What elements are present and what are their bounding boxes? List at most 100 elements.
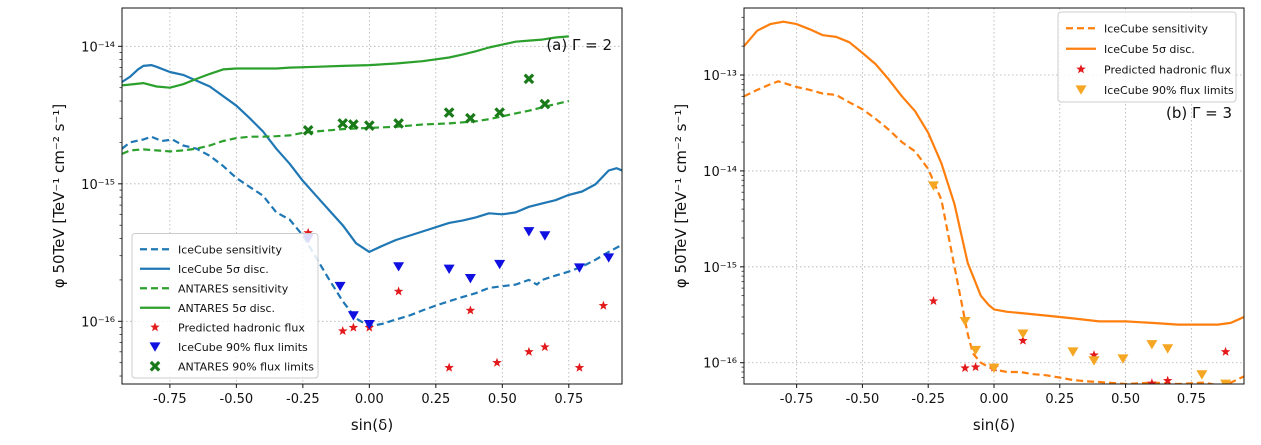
data-point-predicted-hadronic-flux (970, 362, 981, 372)
legend-label-icecube-sensitivity: IceCube sensitivity (1104, 22, 1208, 35)
legend-label-antares-5-disc: ANTARES 5σ disc. (178, 302, 275, 315)
data-point-icecube-90-flux-limits (1088, 356, 1100, 366)
data-point-predicted-hadronic-flux (928, 296, 939, 306)
legend-label-predicted-hadronic-flux: Predicted hadronic flux (1104, 63, 1231, 76)
y-tick-label: 10⁻¹³ (703, 69, 737, 84)
series-line-icecube-5-disc (744, 20, 1244, 326)
data-point-predicted-hadronic-flux (574, 362, 585, 372)
legend-swatch-antares-90-flux-limits (149, 360, 161, 372)
data-point-icecube-90-flux-limits (573, 263, 585, 273)
legend-label-icecube-90-flux-limits: IceCube 90% flux limits (178, 341, 308, 354)
data-point-icecube-90-flux-limits (1146, 340, 1158, 350)
data-point-icecube-90-flux-limits (927, 181, 939, 191)
marker-set-icecube-90-flux-limits (927, 181, 1232, 384)
data-point-predicted-hadronic-flux (1018, 335, 1028, 345)
data-point-predicted-hadronic-flux (303, 227, 313, 237)
data-point-predicted-hadronic-flux (492, 357, 502, 367)
data-point-icecube-90-flux-limits (523, 227, 535, 237)
legend-swatch-predicted-hadronic-flux (1076, 64, 1086, 74)
data-point-icecube-90-flux-limits (347, 311, 359, 321)
x-tick-label: 0.00 (980, 392, 1009, 407)
data-point-predicted-hadronic-flux (1089, 350, 1099, 360)
data-point-icecube-90-flux-limits (1017, 329, 1029, 339)
legend-label-icecube-5-disc: IceCube 5σ disc. (1104, 43, 1195, 56)
data-point-icecube-90-flux-limits (334, 281, 346, 292)
legend-swatch-icecube-90-flux-limits (1075, 85, 1087, 95)
panel-a-x-axis-label: sin(δ) (351, 416, 393, 434)
data-point-predicted-hadronic-flux (348, 322, 359, 332)
data-point-antares-90-flux-limits (465, 112, 476, 124)
legend-box (1057, 11, 1237, 103)
panel-a-annotation: (a) Γ = 2 (546, 36, 612, 54)
data-point-predicted-hadronic-flux (1147, 378, 1157, 384)
panel-b-legend: IceCube sensitivity IceCube 5σ disc. Predi… (1057, 11, 1237, 103)
data-point-antares-90-flux-limits (337, 118, 349, 129)
legend-swatch-predicted-hadronic-flux (150, 322, 160, 332)
data-point-predicted-hadronic-flux (1220, 346, 1231, 356)
panel-a: -0.75 -0.50 -0.25 0.00 0.25 0.50 0.7510⁻¹⁶10⁻¹… (50, 7, 623, 434)
panel-b: -0.75 -0.50 -0.25 0.00 0.25 0.50 0.75 10⁻¹⁶ 10⁻¹… (672, 7, 1245, 434)
data-point-antares-90-flux-limits-stroke-b (465, 112, 476, 124)
data-point-antares-90-flux-limits (348, 119, 359, 130)
data-point-predicted-hadronic-flux (1162, 375, 1173, 384)
x-tick-label: 0.75 (1177, 392, 1206, 407)
panel-b-annotation: (b) Γ = 3 (1166, 104, 1232, 122)
legend-swatch-antares-90-flux-limits-stroke-b (149, 360, 161, 372)
data-point-icecube-90-flux-limits (1117, 354, 1129, 364)
panel-a-legend: IceCube sensitivity IceCube 5σ disc. ANTAR… (131, 233, 319, 379)
marker-set-icecube-90-flux-limits (302, 227, 615, 330)
panel-a-x-ticks: -0.75 -0.50 -0.25 0.00 0.25 0.50 0.75 (153, 384, 583, 407)
data-point-antares-90-flux-limits (539, 98, 551, 110)
x-tick-label: -0.75 (780, 392, 814, 407)
data-point-predicted-hadronic-flux (598, 300, 609, 310)
legend-label-icecube-sensitivity: IceCube sensitivity (178, 243, 282, 256)
x-tick-label: -0.50 (846, 392, 880, 407)
legend-label-antares-sensitivity: ANTARES sensitivity (178, 282, 289, 295)
panel-a-frame (121, 7, 623, 385)
x-tick-label: -0.25 (911, 392, 945, 407)
data-point-antares-90-flux-limits (364, 120, 375, 131)
data-point-icecube-90-flux-limits (1067, 347, 1079, 357)
data-point-antares-90-flux-limits-stroke-b (539, 98, 551, 110)
data-point-antares-90-flux-limits (443, 107, 455, 118)
series-line-antares-sensitivity (122, 99, 570, 155)
data-point-antares-90-flux-limits-stroke-b (364, 120, 375, 131)
data-point-icecube-90-flux-limits (363, 319, 375, 330)
legend-label-predicted-hadronic-flux: Predicted hadronic flux (178, 321, 305, 334)
legend-box (131, 233, 319, 379)
x-tick-label: -0.25 (286, 392, 320, 407)
data-point-icecube-90-flux-limits (1196, 370, 1208, 380)
x-tick-label: -0.75 (153, 392, 187, 407)
panel-a-markers (302, 73, 615, 372)
y-tick-label: 10⁻¹⁴ (81, 40, 115, 55)
data-point-icecube-90-flux-limits (959, 316, 971, 327)
data-point-predicted-hadronic-flux (540, 342, 550, 352)
data-point-icecube-90-flux-limits (1162, 344, 1174, 354)
data-point-icecube-90-flux-limits (464, 274, 476, 284)
legend-label-antares-90-flux-limits: ANTARES 90% flux limits (178, 360, 314, 373)
data-point-antares-90-flux-limits (494, 107, 505, 118)
x-tick-label: 0.25 (1045, 392, 1074, 407)
y-tick-label: 10⁻¹⁶ (703, 357, 737, 372)
data-point-antares-90-flux-limits-stroke-b (302, 124, 314, 136)
panel-b-markers (927, 181, 1232, 384)
data-point-antares-90-flux-limits-stroke-b (337, 118, 349, 129)
data-point-icecube-90-flux-limits (443, 264, 455, 274)
data-point-antares-90-flux-limits (302, 124, 314, 136)
data-point-antares-90-flux-limits-stroke-b (443, 107, 455, 118)
x-tick-label: 0.50 (1111, 392, 1140, 407)
data-point-icecube-90-flux-limits (494, 259, 506, 270)
series-line-antares-5-disc (122, 35, 569, 89)
panel-a-y-axis-label: φ 50TeV [TeV⁻¹ cm⁻² s⁻¹] (50, 104, 68, 288)
data-point-antares-90-flux-limits-stroke-b (523, 73, 535, 85)
data-point-antares-90-flux-limits (523, 73, 535, 85)
data-point-predicted-hadronic-flux (444, 362, 454, 372)
data-point-icecube-90-flux-limits (988, 363, 1000, 373)
data-point-antares-90-flux-limits-stroke-b (393, 118, 404, 129)
marker-set-antares-90-flux-limits (302, 73, 551, 136)
data-point-predicted-hadronic-flux (465, 305, 476, 315)
data-point-icecube-90-flux-limits (393, 262, 405, 272)
legend-swatch-icecube-90-flux-limits (149, 342, 161, 352)
legend-label-icecube-5-disc: IceCube 5σ disc. (178, 263, 269, 276)
